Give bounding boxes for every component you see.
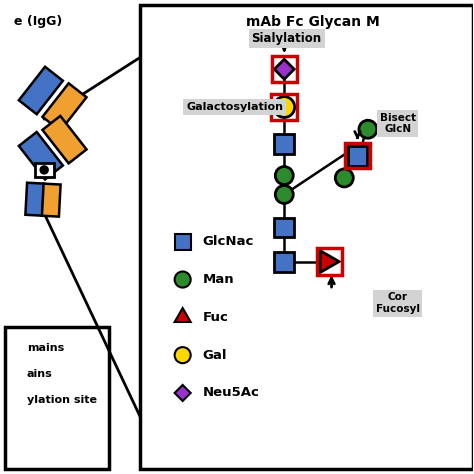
Polygon shape (320, 251, 339, 273)
Circle shape (39, 165, 49, 174)
Text: ylation site: ylation site (27, 395, 97, 405)
Text: Cor
Fucosyl: Cor Fucosyl (376, 292, 419, 314)
Circle shape (174, 347, 191, 363)
Text: e (IgG): e (IgG) (14, 16, 63, 28)
Polygon shape (174, 385, 191, 401)
Text: Fuc: Fuc (202, 311, 228, 324)
Polygon shape (26, 182, 44, 216)
Circle shape (335, 169, 353, 187)
Circle shape (174, 272, 191, 288)
Text: mAb Fc Glycan M: mAb Fc Glycan M (246, 15, 380, 29)
Circle shape (274, 97, 295, 118)
Bar (317, 248, 342, 275)
Bar (345, 143, 370, 168)
Bar (347, 146, 367, 165)
Bar (35, 163, 54, 176)
Bar (272, 56, 297, 82)
Bar (140, 5, 474, 469)
Circle shape (275, 185, 293, 203)
Polygon shape (43, 83, 87, 131)
Bar (271, 94, 298, 120)
Text: mains: mains (27, 343, 64, 353)
Bar (274, 134, 294, 154)
Bar (274, 218, 294, 237)
Circle shape (275, 166, 293, 184)
Text: Neu5Ac: Neu5Ac (202, 386, 259, 400)
Text: Sialylation: Sialylation (252, 32, 322, 45)
Polygon shape (42, 183, 61, 217)
Polygon shape (274, 59, 294, 79)
Text: GlcNac: GlcNac (202, 235, 254, 248)
Bar (5, 327, 109, 469)
Text: Gal: Gal (202, 349, 227, 362)
Polygon shape (19, 132, 63, 180)
Text: Galactosylation: Galactosylation (186, 102, 283, 112)
Text: Bisect
GlcN: Bisect GlcN (380, 113, 416, 134)
Text: Man: Man (202, 273, 234, 286)
Text: ains: ains (27, 369, 53, 379)
Circle shape (359, 120, 377, 138)
Bar (274, 252, 294, 272)
Polygon shape (19, 67, 63, 114)
Polygon shape (43, 116, 87, 164)
Bar (174, 234, 191, 250)
Polygon shape (174, 308, 191, 322)
